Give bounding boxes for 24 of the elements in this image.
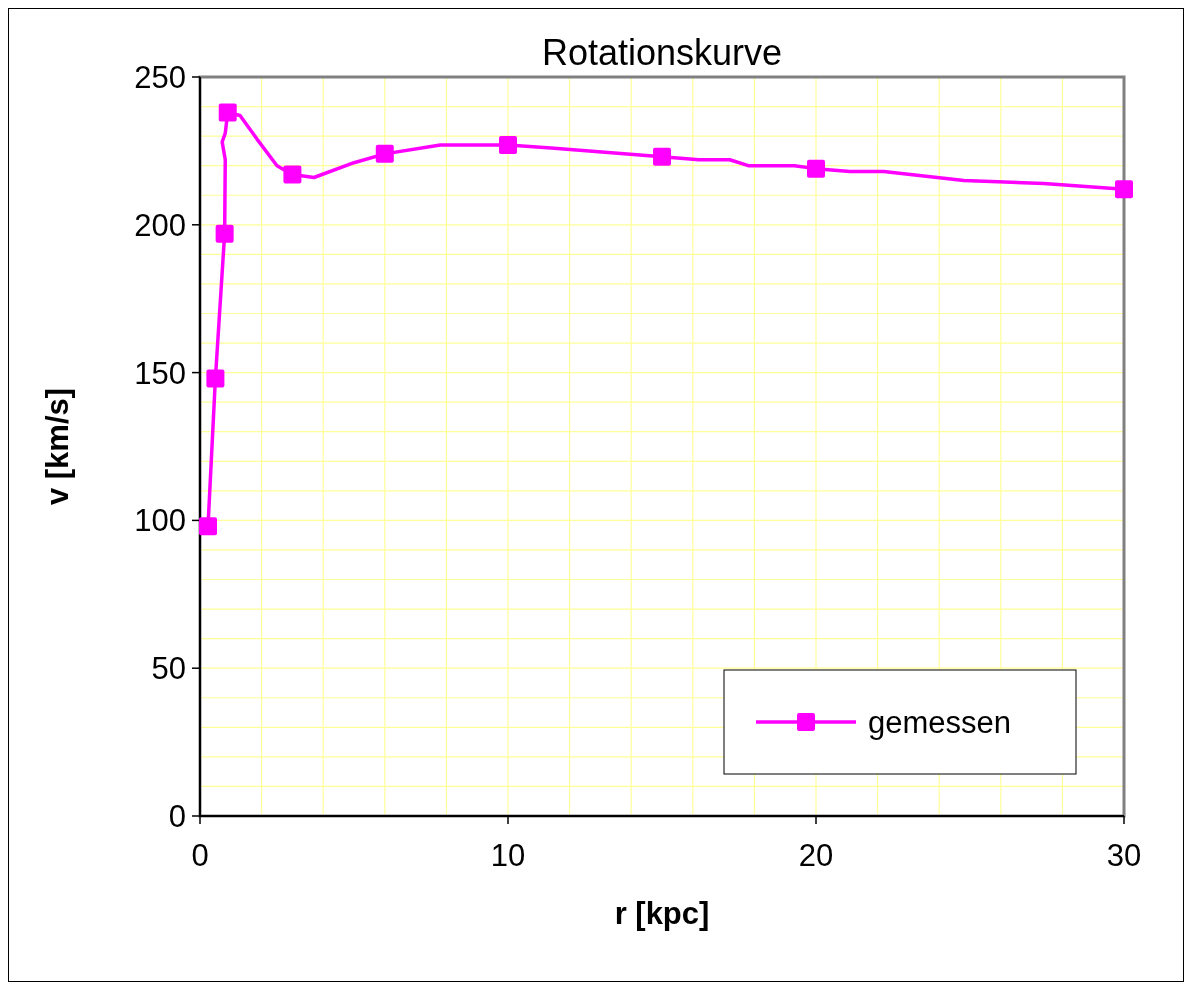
point (1115, 180, 1133, 199)
point (283, 165, 302, 184)
x-tick-label: 10 (490, 838, 526, 873)
point (199, 517, 218, 536)
point (807, 159, 825, 178)
y-tick-label: 200 (134, 207, 186, 243)
chart-title: Rotationskurve (541, 32, 783, 73)
point (653, 147, 671, 166)
point (206, 369, 225, 388)
y-tick-label: 50 (151, 651, 186, 687)
x-axis-title: r [kpc] (614, 896, 710, 931)
x-tick-label: 0 (191, 838, 209, 873)
point (218, 103, 237, 122)
point (499, 135, 517, 154)
legend-label: gemessen (868, 705, 1012, 740)
y-tick-label: 150 (134, 355, 186, 391)
point (215, 224, 234, 243)
y-tick-label: 0 (168, 799, 186, 834)
y-tick-label: 100 (134, 503, 186, 539)
y-tick-label: 250 (134, 60, 186, 95)
x-tick-label: 30 (1106, 838, 1142, 873)
x-tick-label: 20 (798, 838, 834, 873)
point (375, 144, 394, 163)
y-axis-title: v [km/s] (40, 387, 75, 506)
